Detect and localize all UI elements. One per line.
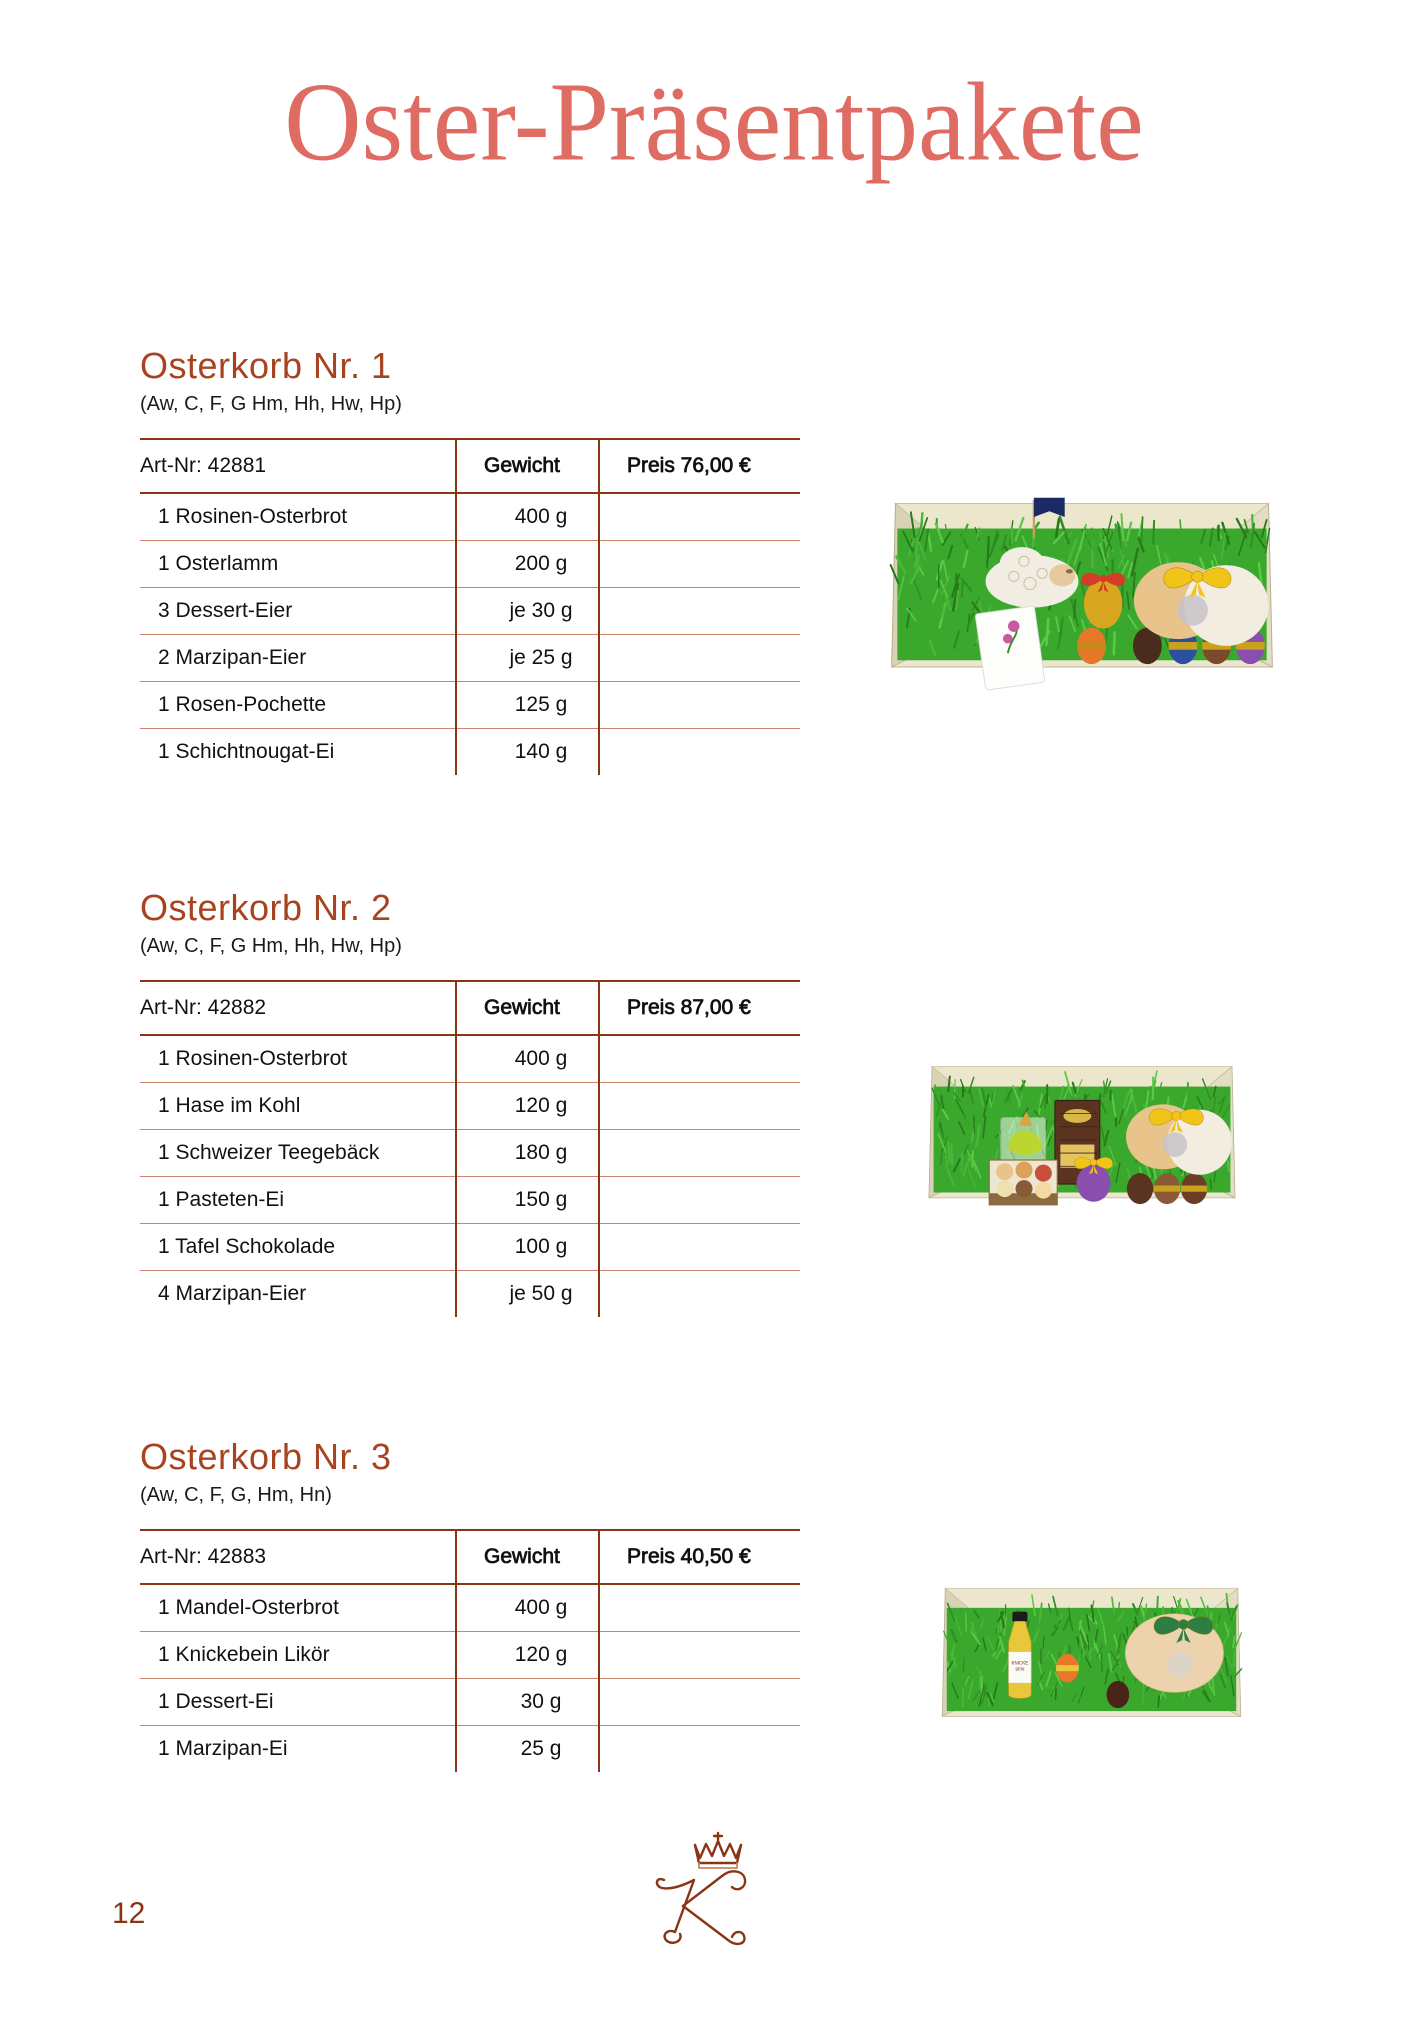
svg-text:KNICKE: KNICKE xyxy=(1011,1660,1028,1665)
svg-text:BEIN: BEIN xyxy=(1016,1667,1025,1671)
